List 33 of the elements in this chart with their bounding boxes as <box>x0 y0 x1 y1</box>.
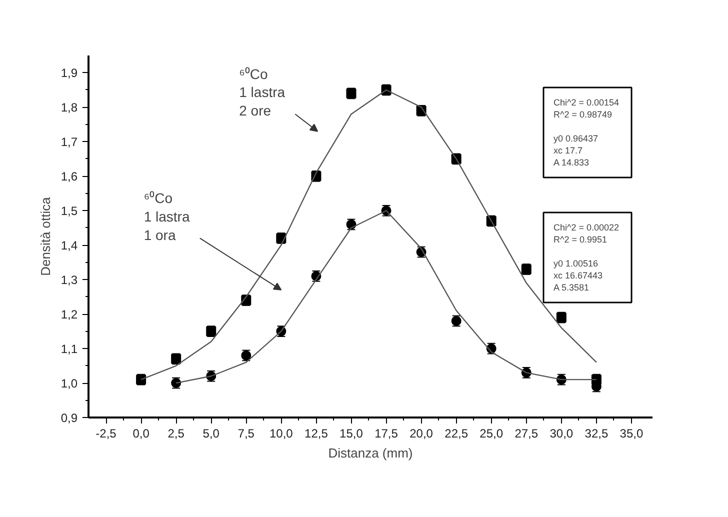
annotation: ⁶⁰Co 1 lastra 2 ore <box>239 66 286 119</box>
x-tick-label: 2,5 <box>168 426 185 440</box>
x-tick-label: 17,5 <box>374 426 398 440</box>
x-tick-label: 7,5 <box>238 426 255 440</box>
y-tick-label: 1,9 <box>60 66 78 80</box>
x-tick-label: 25,0 <box>480 426 504 440</box>
y-tick-label: 1,8 <box>60 100 78 115</box>
x-tick-label: -2,5 <box>96 426 117 440</box>
x-tick-label: 5,0 <box>202 426 220 440</box>
y-tick-label: 1,2 <box>60 308 78 322</box>
y-tick-label: 1,0 <box>60 376 78 391</box>
x-tick-label: 15,0 <box>340 426 364 440</box>
x-tick-label: 30,0 <box>550 426 574 440</box>
text: Chi^2 = 0.00022 R^2 = 0.9951 y0 1.00516 xc 16.67443 A 5.3581 <box>554 222 620 292</box>
y-tick-label: 1,1 <box>60 342 78 356</box>
y-tick-label: 1,3 <box>60 273 78 288</box>
x-tick-label: 22,5 <box>444 426 468 440</box>
x-tick-label: 10,0 <box>269 426 294 440</box>
x-tick-label: 0,0 <box>132 426 150 440</box>
x-tick-label: 27,5 <box>514 426 538 440</box>
y-tick-label: 0,9 <box>60 411 78 425</box>
annotation: ⁶⁰Co 1 lastra 1 ora <box>144 190 190 243</box>
x-tick-label: 35,0 <box>620 426 644 440</box>
y-tick-label: 1,5 <box>60 204 78 218</box>
x-axis-title: Distanza (mm) <box>328 446 413 460</box>
text: Chi^2 = 0.00154 R^2 = 0.98749 y0 0.96437 xc 17.7 A 14.833 <box>554 98 620 168</box>
y-tick-label: 1,6 <box>60 170 78 184</box>
x-tick-label: 32,5 <box>584 426 608 440</box>
x-tick-label: 12,5 <box>304 426 328 440</box>
y-axis-title: Densità ottica <box>38 196 53 276</box>
y-tick-label: 1,7 <box>60 135 78 150</box>
x-tick-label: 20,0 <box>410 426 434 440</box>
y-tick-label: 1,4 <box>60 238 78 253</box>
